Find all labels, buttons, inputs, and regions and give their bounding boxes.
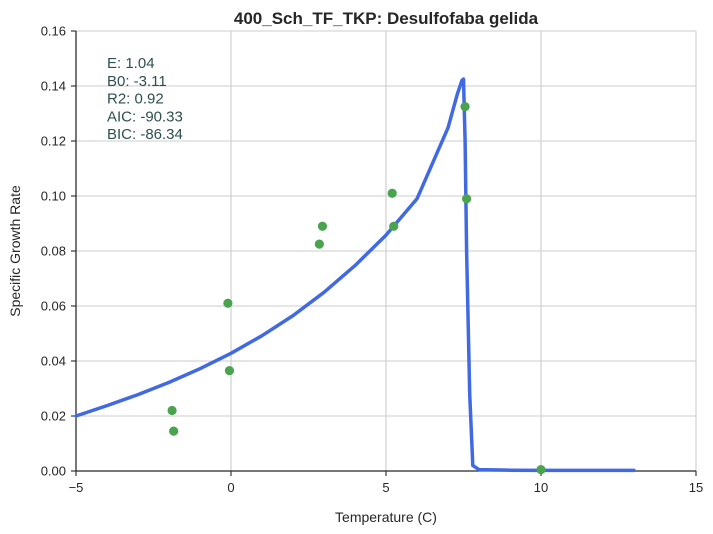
y-tick-label: 0.06 xyxy=(41,299,66,314)
x-tick-label: 0 xyxy=(227,480,234,495)
data-point xyxy=(317,221,328,231)
data-point xyxy=(389,221,399,231)
data-point xyxy=(536,465,546,475)
data-point xyxy=(169,426,179,436)
stat-e: E: 1.04 xyxy=(107,55,155,72)
stat-bic: BIC: -86.34 xyxy=(107,126,183,143)
fit-curve xyxy=(74,77,636,473)
y-tick-label: 0.14 xyxy=(41,79,66,94)
x-tick-label: 15 xyxy=(689,480,703,495)
x-tick-label: 10 xyxy=(534,480,548,495)
stat-b0: B0: -3.11 xyxy=(107,73,167,90)
fit-curve-group xyxy=(74,77,636,473)
y-tick-label: 0.04 xyxy=(41,354,66,369)
data-point xyxy=(462,194,472,204)
y-tick-label: 0.02 xyxy=(41,409,66,424)
y-axis-label: Specific Growth Rate xyxy=(7,185,23,317)
data-points xyxy=(167,102,546,475)
grid-lines xyxy=(76,30,697,471)
y-tick-label: 0.10 xyxy=(41,189,66,204)
data-point xyxy=(224,366,235,376)
y-tick-label: 0.00 xyxy=(41,464,66,479)
y-tick-label: 0.16 xyxy=(41,24,66,39)
data-point xyxy=(314,239,324,249)
x-ticks: −5 0 5 10 15 xyxy=(69,471,703,495)
data-point xyxy=(167,405,177,416)
x-tick-label: −5 xyxy=(69,480,84,495)
y-ticks: 0.00 0.02 0.04 0.06 0.08 0.10 0.12 0.14 0.16 xyxy=(41,24,76,479)
stat-r2: R2: 0.92 xyxy=(107,91,164,108)
data-point xyxy=(460,102,470,112)
chart-title: 400_Sch_TF_TKP: Desulfofaba gelida xyxy=(234,9,539,28)
data-point xyxy=(223,298,233,308)
y-tick-label: 0.12 xyxy=(41,134,66,149)
x-tick-label: 5 xyxy=(382,480,389,495)
stat-aic: AIC: -90.33 xyxy=(107,108,183,125)
x-axis-label: Temperature (C) xyxy=(335,509,437,525)
y-tick-label: 0.08 xyxy=(41,244,66,259)
data-point xyxy=(387,188,397,198)
